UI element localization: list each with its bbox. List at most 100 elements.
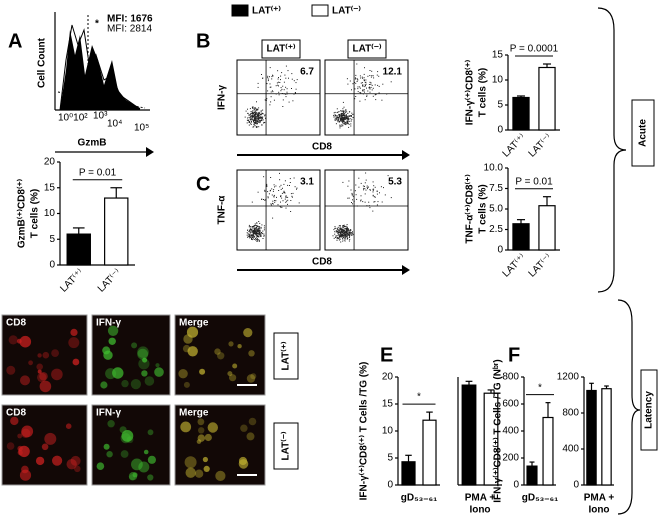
x-axis-label: PMA + <box>584 493 615 504</box>
event-dot <box>281 197 283 199</box>
event-dot <box>266 98 268 100</box>
y-axis-label: T cells (%) <box>30 189 41 238</box>
event-dot <box>257 86 259 88</box>
event-dot <box>341 231 343 233</box>
event-dot <box>349 235 350 236</box>
annotation: P = 0.01 <box>515 176 553 187</box>
event-dot <box>341 113 343 115</box>
event-dot <box>248 114 250 116</box>
cell-stain <box>198 427 205 434</box>
event-dot <box>257 120 259 122</box>
event-dot <box>337 231 338 233</box>
event-dot <box>280 188 282 190</box>
event-dot <box>251 116 253 118</box>
event-dot <box>340 235 342 236</box>
bar <box>542 416 554 486</box>
column-label: CD8 <box>6 318 26 329</box>
event-dot <box>335 115 337 117</box>
cell-stain <box>74 465 81 473</box>
event-dot <box>254 232 256 234</box>
event-dot <box>260 119 262 121</box>
event-dot <box>374 201 376 203</box>
event-dot <box>250 122 252 124</box>
event-dot <box>342 108 344 110</box>
cell-stain <box>246 432 255 441</box>
event-dot <box>342 238 343 240</box>
event-dot <box>343 115 345 116</box>
event-dot <box>248 235 250 237</box>
event-dot <box>261 232 262 233</box>
event-dot <box>345 115 347 117</box>
event-dot <box>255 229 257 231</box>
event-dot <box>257 234 259 236</box>
event-dot <box>264 199 266 201</box>
event-dot <box>362 89 364 91</box>
event-dot <box>255 118 257 119</box>
y-tick-label: 200 <box>502 453 519 464</box>
event-dot <box>258 233 259 235</box>
event-dot <box>334 119 336 121</box>
y-tick-label: 400 <box>502 426 519 437</box>
event-dot <box>252 237 254 239</box>
event-dot <box>356 198 358 200</box>
event-dot <box>253 230 255 232</box>
cell-stain <box>51 349 59 357</box>
event-dot <box>334 115 336 117</box>
event-dot <box>251 111 253 113</box>
event-dot <box>365 172 367 174</box>
event-dot <box>285 196 287 198</box>
event-dot <box>351 202 352 203</box>
event-dot <box>359 86 361 88</box>
event-dot <box>376 190 378 192</box>
event-dot <box>343 224 345 226</box>
cell-stain <box>17 450 23 456</box>
event-dot <box>246 234 248 236</box>
row-box <box>273 332 299 380</box>
event-dot <box>288 101 290 103</box>
event-dot <box>253 233 255 235</box>
cell-stain <box>250 373 257 380</box>
event-dot <box>341 236 343 238</box>
cell-stain <box>100 381 108 389</box>
event-dot <box>373 201 375 203</box>
event-dot <box>248 224 250 226</box>
cell-stain <box>44 432 57 445</box>
annotation: * <box>417 392 421 403</box>
event-dot <box>362 77 364 79</box>
event-dot <box>256 118 258 120</box>
event-dot <box>275 200 277 202</box>
event-dot <box>345 121 347 123</box>
event-dot <box>256 123 258 125</box>
event-dot <box>257 82 259 84</box>
event-dot <box>337 228 339 230</box>
event-dot <box>332 235 334 237</box>
event-dot <box>349 235 351 237</box>
x-tick-label: 10⁰10² <box>58 113 88 124</box>
cell-stain <box>227 371 233 377</box>
event-dot <box>296 79 298 81</box>
event-dot <box>337 234 339 236</box>
event-dot <box>259 222 261 224</box>
event-dot <box>357 88 359 90</box>
event-dot <box>360 182 362 184</box>
event-dot <box>372 195 374 197</box>
event-dot <box>371 89 373 91</box>
event-dot <box>354 81 355 83</box>
event-dot <box>340 113 342 115</box>
event-dot <box>358 186 360 188</box>
event-dot <box>258 227 260 229</box>
event-dot <box>254 223 256 225</box>
event-dot <box>342 110 344 112</box>
event-dot <box>270 189 271 191</box>
event-dot <box>252 119 254 121</box>
event-dot <box>337 118 339 120</box>
event-dot <box>387 175 389 177</box>
event-dot <box>364 185 365 187</box>
event-dot <box>281 206 283 208</box>
event-dot <box>340 116 342 118</box>
event-dot <box>377 84 379 86</box>
event-dot <box>335 236 336 238</box>
event-dot <box>336 117 338 119</box>
